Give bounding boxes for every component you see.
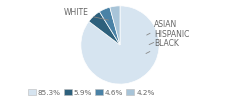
Wedge shape xyxy=(110,6,120,45)
Legend: 85.3%, 5.9%, 4.6%, 4.2%: 85.3%, 5.9%, 4.6%, 4.2% xyxy=(25,86,158,99)
Text: BLACK: BLACK xyxy=(146,38,179,54)
Wedge shape xyxy=(81,6,159,84)
Wedge shape xyxy=(99,7,120,45)
Wedge shape xyxy=(89,12,120,45)
Text: WHITE: WHITE xyxy=(63,8,109,20)
Text: ASIAN: ASIAN xyxy=(147,20,178,35)
Text: HISPANIC: HISPANIC xyxy=(149,30,190,45)
